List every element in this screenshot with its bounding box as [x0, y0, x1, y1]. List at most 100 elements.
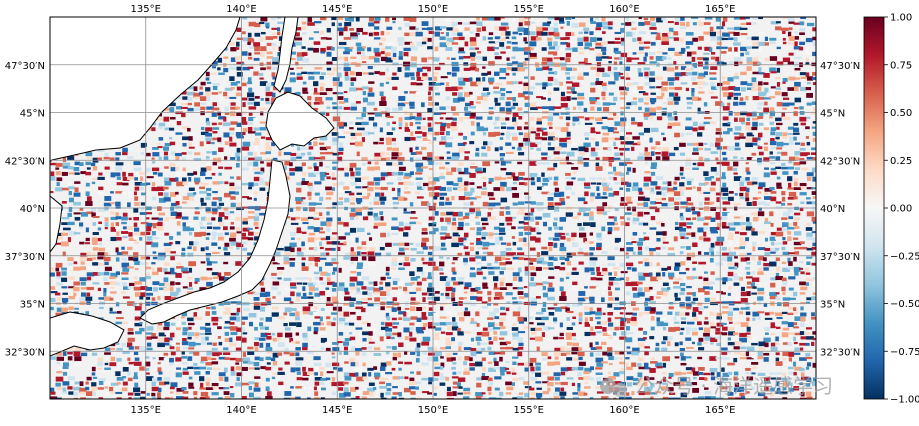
- field-cell: [362, 31, 368, 35]
- field-cell: [800, 301, 806, 305]
- field-cell: [800, 286, 808, 291]
- field-cell: [733, 307, 740, 311]
- field-cell: [404, 136, 411, 142]
- field-cell: [578, 312, 583, 317]
- field-cell: [475, 116, 483, 120]
- field-cell: [230, 301, 238, 304]
- field-cell: [733, 101, 739, 106]
- field-cell: [169, 286, 174, 292]
- field-cell: [727, 212, 733, 217]
- field-cell: [542, 82, 548, 87]
- field-cell: [218, 302, 224, 306]
- field-cell: [331, 247, 336, 251]
- field-cell: [685, 167, 691, 170]
- field-cell: [338, 17, 344, 20]
- field-cell: [476, 267, 482, 271]
- field-cell: [301, 201, 307, 206]
- field-cell: [625, 157, 631, 162]
- field-cell: [494, 256, 502, 262]
- field-cell: [193, 107, 201, 112]
- field-cell: [415, 287, 422, 292]
- field-cell: [230, 102, 236, 106]
- field-cell: [97, 272, 105, 276]
- field-cell: [493, 106, 497, 110]
- field-cell: [110, 286, 115, 289]
- field-cell: [757, 186, 763, 190]
- field-cell: [349, 311, 356, 315]
- field-cell: [506, 91, 512, 94]
- field-cell: [548, 267, 554, 270]
- field-cell: [739, 136, 746, 139]
- field-cell: [313, 311, 321, 317]
- field-cell: [398, 221, 404, 227]
- field-cell: [362, 131, 371, 136]
- field-cell: [140, 292, 146, 297]
- field-cell: [782, 77, 788, 82]
- field-cell: [494, 41, 502, 44]
- field-cell: [85, 201, 93, 206]
- field-cell: [547, 147, 555, 151]
- field-cell: [337, 286, 345, 292]
- field-cell: [716, 251, 722, 255]
- field-cell: [734, 231, 740, 234]
- field-cell: [223, 207, 229, 211]
- field-cell: [668, 247, 675, 251]
- field-cell: [206, 111, 215, 114]
- field-cell: [788, 136, 794, 141]
- field-cell: [392, 297, 397, 302]
- field-cell: [475, 286, 481, 291]
- field-cell: [266, 56, 274, 59]
- field-cell: [241, 236, 249, 240]
- field-cell: [553, 51, 558, 56]
- field-cell: [673, 181, 677, 185]
- field-cell: [656, 191, 662, 195]
- field-cell: [548, 126, 553, 129]
- field-cell: [625, 262, 634, 267]
- field-cell: [85, 191, 90, 196]
- field-cell: [631, 121, 638, 125]
- field-cell: [163, 146, 170, 151]
- field-cell: [691, 76, 696, 81]
- field-cell: [493, 86, 500, 90]
- field-cell: [505, 211, 511, 215]
- field-cell: [487, 17, 495, 21]
- field-cell: [704, 201, 712, 205]
- field-cell: [727, 127, 733, 132]
- field-cell: [704, 271, 708, 274]
- field-cell: [565, 232, 570, 236]
- field-cell: [457, 97, 465, 102]
- field-cell: [362, 166, 367, 169]
- field-cell: [470, 121, 475, 126]
- field-cell: [115, 157, 120, 162]
- field-cell: [740, 121, 745, 125]
- field-cell: [686, 257, 691, 261]
- field-cell: [650, 32, 658, 35]
- field-cell: [439, 156, 444, 160]
- field-cell: [667, 181, 672, 187]
- field-cell: [716, 41, 723, 46]
- field-cell: [181, 216, 189, 220]
- field-cell: [560, 26, 564, 29]
- field-cell: [620, 27, 625, 33]
- field-cell: [380, 216, 384, 221]
- field-cell: [733, 42, 741, 46]
- field-cell: [542, 281, 549, 285]
- field-cell: [685, 157, 691, 162]
- field-cell: [350, 181, 358, 186]
- field-cell: [517, 306, 521, 311]
- field-cell: [182, 142, 187, 147]
- field-cell: [205, 71, 210, 77]
- field-cell: [745, 51, 750, 55]
- field-cell: [139, 321, 143, 325]
- field-cell: [739, 117, 745, 123]
- field-cell: [559, 17, 565, 23]
- field-cell: [757, 146, 763, 150]
- field-cell: [734, 192, 738, 196]
- field-cell: [241, 76, 245, 81]
- field-cell: [271, 276, 278, 280]
- field-cell: [181, 106, 188, 109]
- field-cell: [697, 76, 704, 80]
- field-cell: [266, 82, 274, 88]
- field-cell: [175, 96, 182, 99]
- field-cell: [632, 206, 637, 212]
